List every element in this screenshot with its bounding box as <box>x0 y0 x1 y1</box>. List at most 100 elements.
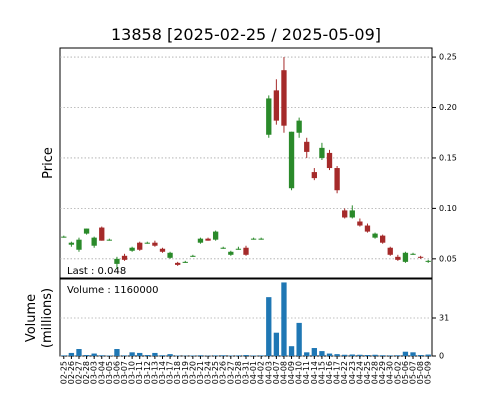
volume-bar <box>425 354 431 356</box>
candle-body <box>417 256 424 258</box>
x-tick-label: 04-11 <box>302 361 311 384</box>
candle-body <box>304 141 310 152</box>
x-tick-label: 03-28 <box>234 361 243 384</box>
x-tick-label: 04-02 <box>257 361 266 384</box>
candle-body <box>379 235 386 243</box>
x-tick-label: 04-01 <box>249 361 258 384</box>
y-tick-label: 0.20 <box>439 103 457 112</box>
candle-body <box>159 248 166 252</box>
chart-title: 13858 [2025-02-25 / 2025-05-09] <box>111 25 381 44</box>
volume-bar <box>372 354 378 356</box>
candle-body <box>395 256 401 260</box>
volume-tick-label: 31 <box>439 313 449 322</box>
candle-body <box>182 261 188 263</box>
candle-body <box>235 248 242 250</box>
x-tick-label: 03-17 <box>166 361 175 384</box>
volume-bar <box>243 355 249 356</box>
candle-body <box>342 210 348 218</box>
y-axis-label: Price <box>41 147 56 179</box>
volume-bar <box>167 354 173 356</box>
x-tick-label: 03-21 <box>196 361 205 384</box>
volume-bar <box>258 355 264 356</box>
x-tick-label: 05-07 <box>409 361 418 384</box>
volume-tick-label: 0 <box>439 352 444 361</box>
x-tick-label: 03-05 <box>105 361 114 384</box>
volume-bar <box>402 351 409 356</box>
x-tick-label: 04-15 <box>317 361 326 384</box>
candle-body <box>212 231 219 240</box>
candle-body <box>326 152 333 169</box>
volume-bar <box>129 352 135 356</box>
candle-body <box>266 98 272 135</box>
x-tick-label: 03-31 <box>242 361 251 384</box>
candle-body <box>152 242 158 246</box>
volume-bar <box>273 332 280 356</box>
x-tick-label: 04-17 <box>333 361 342 384</box>
volume-bar <box>296 322 302 356</box>
candle-body <box>99 227 105 241</box>
volume-bar <box>144 355 150 356</box>
x-tick-label: 02-28 <box>82 361 91 384</box>
x-tick-label: 02-27 <box>74 361 83 384</box>
volume-bar <box>417 355 424 356</box>
volume-bar <box>395 355 401 356</box>
x-tick-label: 03-27 <box>226 361 235 384</box>
x-tick-label: 04-25 <box>363 361 372 384</box>
candle-body <box>68 242 75 245</box>
candle-body <box>228 251 234 255</box>
y-tick-label: 0.15 <box>439 153 457 162</box>
candle-body <box>91 237 97 246</box>
volume-bar <box>304 352 310 356</box>
candle-body <box>410 253 416 255</box>
x-tick-label: 02-26 <box>67 361 76 384</box>
candle-body <box>220 247 226 249</box>
x-tick-label: 04-08 <box>279 361 288 384</box>
candle-body <box>167 252 173 258</box>
volume-bar <box>137 352 143 356</box>
volume-bar <box>83 355 90 356</box>
x-tick-label: 04-16 <box>325 361 334 384</box>
volume-bar <box>364 355 371 356</box>
volume-bar <box>212 355 219 356</box>
candle-body <box>281 70 287 126</box>
candle-body <box>387 247 393 255</box>
candle-body <box>288 131 295 189</box>
x-tick-label: 03-24 <box>204 361 213 384</box>
x-tick-label: 02-25 <box>59 361 68 384</box>
candle-body <box>144 242 150 244</box>
candle-body <box>205 238 211 241</box>
candle-body <box>76 239 82 250</box>
price-panel <box>59 47 433 279</box>
candle-body <box>114 258 120 264</box>
candle-body <box>425 260 431 262</box>
volume-bar <box>349 354 355 356</box>
candle-body <box>296 120 302 133</box>
x-tick-label: 04-22 <box>340 361 349 384</box>
x-tick-label: 03-07 <box>120 361 129 384</box>
x-tick-label: 03-14 <box>158 361 167 384</box>
candle-body <box>190 255 196 257</box>
candle-body <box>250 238 257 240</box>
x-tick-label: 03-19 <box>181 361 190 384</box>
candle-body <box>175 262 181 265</box>
candle-body <box>311 172 317 179</box>
candle-body <box>197 238 204 243</box>
x-tick-label: 04-10 <box>295 361 304 384</box>
y-tick-label: 0.05 <box>439 254 457 263</box>
candle-body <box>83 228 90 234</box>
candle-body <box>129 247 135 251</box>
x-tick-label: 03-10 <box>128 361 137 384</box>
x-tick-label: 05-02 <box>393 361 402 384</box>
volume-bar <box>342 354 348 356</box>
x-tick-label: 04-09 <box>287 361 296 384</box>
volume-axis-label: Volume <box>24 294 39 342</box>
volume-bar <box>121 355 128 356</box>
x-tick-label: 03-03 <box>90 361 99 384</box>
volume-bar <box>319 351 325 356</box>
volume-bar <box>235 355 242 356</box>
candle-body <box>372 233 378 238</box>
volume-bar <box>311 348 317 356</box>
last-annotation: Last : 0.048 <box>67 266 126 277</box>
x-tick-label: 03-12 <box>143 361 152 384</box>
